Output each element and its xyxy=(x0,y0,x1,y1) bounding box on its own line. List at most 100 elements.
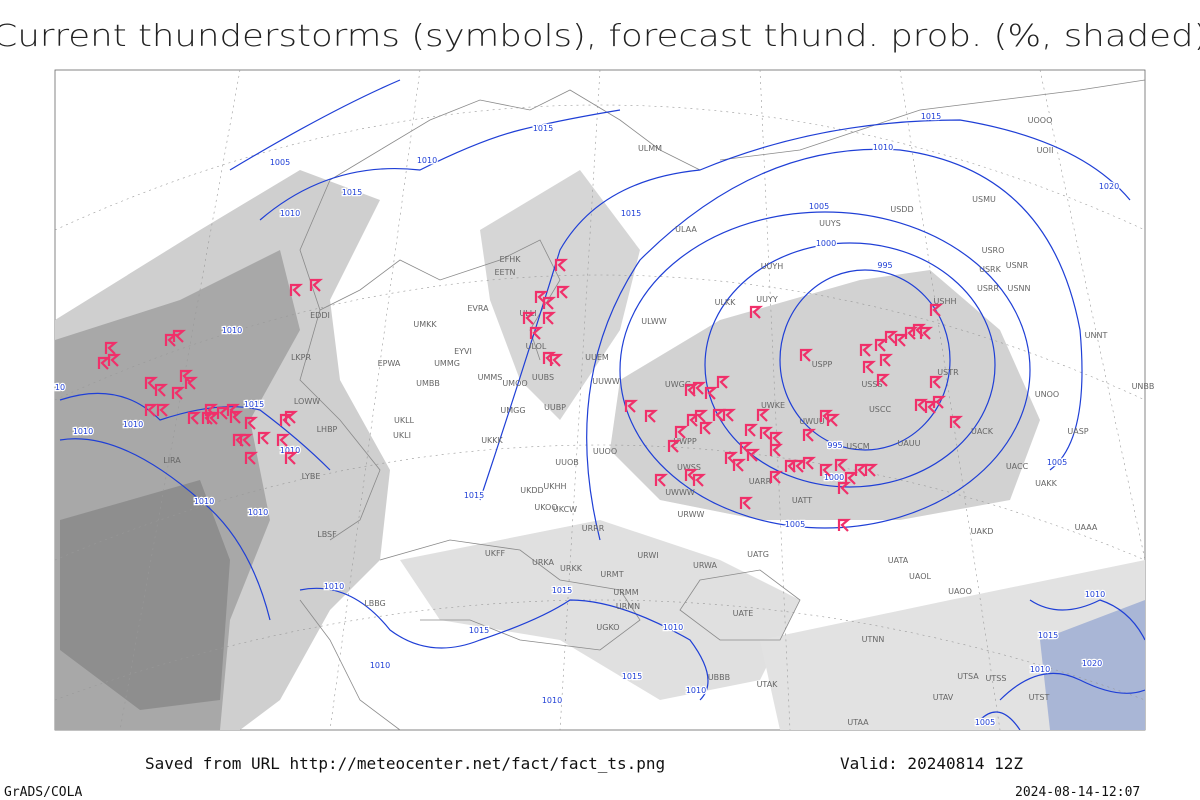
station-label: UKFF xyxy=(485,549,506,558)
station-label: ULKK xyxy=(715,298,737,307)
software-credit: GrADS/COLA xyxy=(4,785,82,800)
station-label: UATE xyxy=(733,609,754,618)
station-label: UAAA xyxy=(1075,523,1098,532)
thunderstorm-symbol xyxy=(644,409,659,423)
isobar-label: 1010 xyxy=(248,508,268,517)
thunderstorm-symbol xyxy=(746,448,761,462)
station-label: UTNN xyxy=(862,635,885,644)
isobar-label: 1015 xyxy=(464,491,484,500)
isobar-label: 1015 xyxy=(921,112,941,121)
thunderstorm-symbol xyxy=(884,330,899,344)
thunderstorm-symbol xyxy=(759,426,774,440)
station-label: USDD xyxy=(890,205,913,214)
thunderstorm-symbol xyxy=(834,458,849,472)
station-label: LHBP xyxy=(317,425,338,434)
thunderstorm-symbol xyxy=(309,278,324,292)
thunderstorm-symbol xyxy=(284,410,299,424)
station-label: URWW xyxy=(678,510,705,519)
thunderstorm-symbol xyxy=(769,470,784,484)
prob-shade xyxy=(1040,600,1145,730)
isobar-label: 1005 xyxy=(785,520,805,529)
thunderstorm-symbol xyxy=(289,283,304,297)
station-label: UKDD xyxy=(520,486,543,495)
thunderstorm-symbol xyxy=(654,473,669,487)
graticule xyxy=(55,70,1145,730)
thunderstorm-symbol xyxy=(862,360,877,374)
station-label: UNBB xyxy=(1132,382,1155,391)
thunderstorm-symbol xyxy=(859,343,874,357)
thunderstorm-symbol xyxy=(802,456,817,470)
station-label: UUYS xyxy=(819,219,841,228)
station-label: URWA xyxy=(693,561,718,570)
isobar-label: 1015 xyxy=(552,586,572,595)
station-label: EETN xyxy=(495,268,516,277)
station-labels: ULMMUOOOUOIIEFHKEETNEVRAEDDIUMKKULLIULOL… xyxy=(163,116,1154,727)
station-label: EVRA xyxy=(467,304,489,313)
isobar xyxy=(586,148,1083,541)
thunderstorm-symbol xyxy=(184,376,199,390)
isobar-label: 1015 xyxy=(342,188,362,197)
station-label: UTSA xyxy=(957,672,979,681)
station-label: UKLI xyxy=(393,431,411,440)
thunderstorm-symbol xyxy=(667,439,682,453)
station-label: ULAA xyxy=(675,225,697,234)
station-label: USMU xyxy=(972,195,996,204)
isobar-label: 1010 xyxy=(686,686,706,695)
isobar-label: 1015 xyxy=(1038,631,1058,640)
isobar-label: 995 xyxy=(827,441,842,450)
prob-shade xyxy=(480,170,640,420)
thunderstorm-symbol xyxy=(686,413,701,427)
station-label: UUYH xyxy=(761,262,784,271)
station-label: UBBB xyxy=(708,673,730,682)
station-label: UAKD xyxy=(971,527,994,536)
station-label: UWSS xyxy=(677,463,701,472)
thunderstorm-symbol xyxy=(104,341,119,355)
station-label: UMOO xyxy=(502,379,527,388)
station-label: LKPR xyxy=(291,353,312,362)
thunderstorm-symbol xyxy=(837,481,852,495)
thunderstorm-symbol xyxy=(722,408,737,422)
thunderstorm-symbol xyxy=(784,459,799,473)
thunderstorm-symbol xyxy=(732,458,747,472)
station-label: USPP xyxy=(812,360,833,369)
isobar-label: 1000 xyxy=(824,473,844,482)
thunderstorm-symbol xyxy=(154,383,169,397)
station-label: UAUU xyxy=(897,439,920,448)
isobar-label: 1000 xyxy=(816,239,836,248)
thunderstorm-symbol xyxy=(864,463,879,477)
station-label: UMMG xyxy=(434,359,460,368)
station-label: USRR xyxy=(977,284,999,293)
thunderstorm-symbol xyxy=(876,373,891,387)
station-label: UTAV xyxy=(933,693,954,702)
thunderstorm-symbol xyxy=(276,433,291,447)
thunderstorm-symbol xyxy=(704,386,719,400)
isobar-label: 1020 xyxy=(1082,659,1102,668)
timestamp: 2024-08-14-12:07 xyxy=(1015,785,1140,800)
thunderstorm-symbol xyxy=(542,351,557,365)
isobar-label: 1015 xyxy=(621,209,641,218)
thunderstorm-symbol xyxy=(692,381,707,395)
isobar-label: 1015 xyxy=(469,626,489,635)
station-label: UUBP xyxy=(544,403,566,412)
station-label: LBBG xyxy=(364,599,386,608)
station-label: ULMM xyxy=(638,144,662,153)
thunderstorm-symbol xyxy=(542,296,557,310)
thunderstorm-symbol xyxy=(201,411,216,425)
station-label: LOWW xyxy=(294,397,320,406)
thunderstorm-symbol xyxy=(724,451,739,465)
station-label: URMT xyxy=(600,570,623,579)
thunderstorm-symbol xyxy=(229,410,244,424)
station-label: UUEM xyxy=(585,353,609,362)
coastlines xyxy=(299,79,1145,730)
isobar-label: 1010 xyxy=(280,209,300,218)
station-label: UTSS xyxy=(986,674,1007,683)
thunderstorm-symbol xyxy=(522,311,537,325)
station-label: UACC xyxy=(1006,462,1029,471)
thunderstorm-symbol xyxy=(244,416,259,430)
isobar-label: 1010 xyxy=(222,326,242,335)
thunderstorm-symbol xyxy=(929,375,944,389)
thunderstorm-symbol xyxy=(949,415,964,429)
isobar xyxy=(779,269,951,451)
isobar-label: 1015 xyxy=(533,124,553,133)
